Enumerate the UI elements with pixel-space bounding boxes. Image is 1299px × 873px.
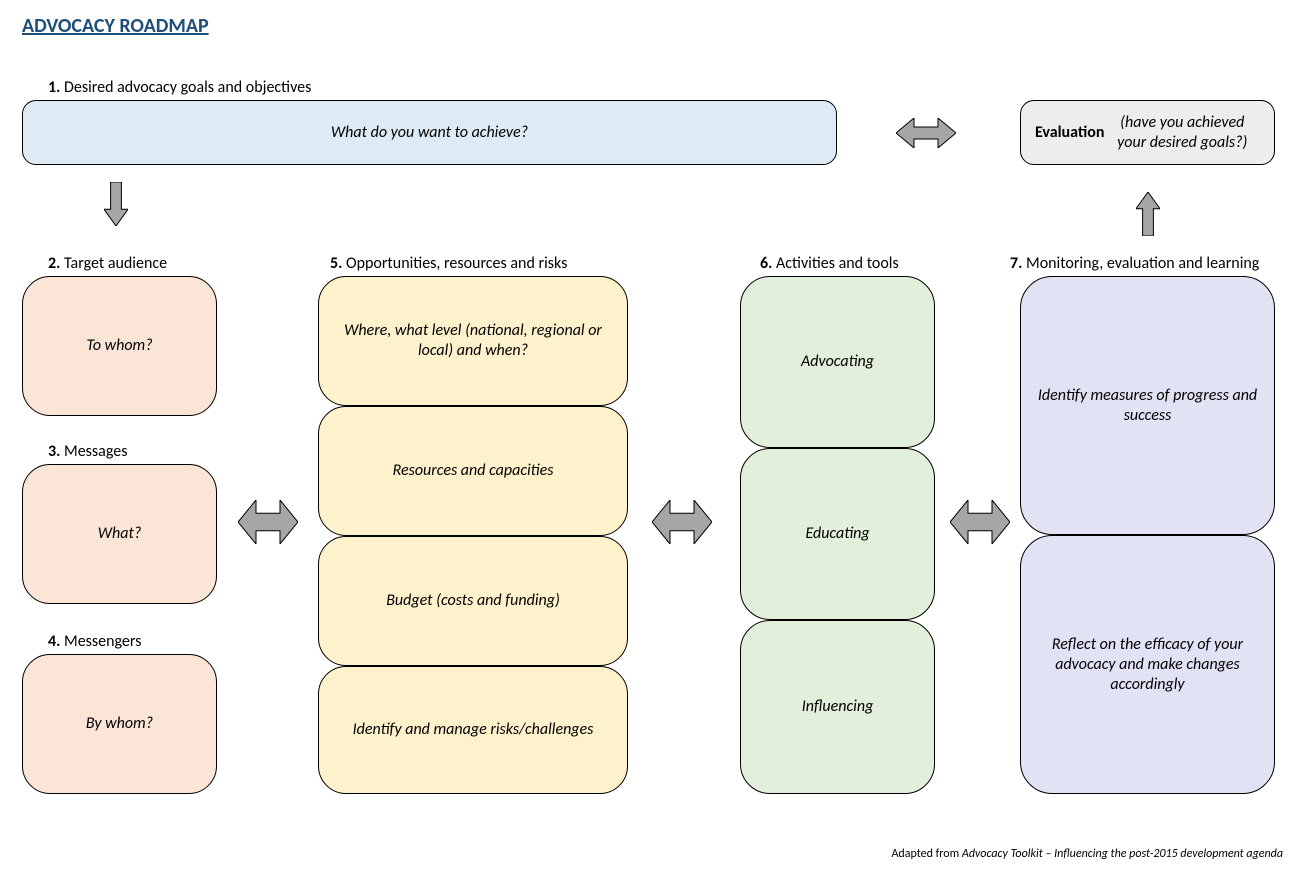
box-monitoring-reflect: Reflect on the efficacy of your advocacy…	[1020, 535, 1275, 794]
box-monitoring-measures: Identify measures of progress and succes…	[1020, 276, 1275, 535]
box-activity-advocating: Advocating	[740, 276, 935, 448]
arrow-horiz-icon	[896, 118, 956, 148]
page-title: ADVOCACY ROADMAP	[22, 14, 209, 38]
footer-source: Advocacy Toolkit – Influencing the post-…	[962, 847, 1283, 861]
label-s5: 5. Opportunities, resources and risks	[330, 254, 567, 273]
box-opportunity-resources: Resources and capacities	[318, 406, 628, 536]
label-s3: 3. Messages	[48, 442, 127, 461]
box-by-whom: By whom?	[22, 654, 217, 794]
arrow-horiz-icon	[652, 500, 712, 544]
arrow-horiz-icon	[950, 500, 1010, 544]
box-what: What?	[22, 464, 217, 604]
label-s1: 1. Desired advocacy goals and objectives	[48, 78, 311, 97]
box-to-whom: To whom?	[22, 276, 217, 416]
arrow-up-icon	[1136, 192, 1160, 236]
box-evaluation: Evaluation (have you achieved your desir…	[1020, 100, 1275, 165]
label-s7: 7. Monitoring, evaluation and learning	[1010, 254, 1259, 273]
label-s2: 2. Target audience	[48, 254, 167, 273]
box-activity-influencing: Influencing	[740, 620, 935, 794]
footer-attribution: Adapted from Advocacy Toolkit – Influenc…	[891, 847, 1283, 861]
box-opportunity-risks: Identify and manage risks/challenges	[318, 666, 628, 794]
box-opportunity-where: Where, what level (national, regional or…	[318, 276, 628, 406]
box-opportunity-budget: Budget (costs and funding)	[318, 536, 628, 666]
arrow-horiz-icon	[238, 500, 298, 544]
box-activity-educating: Educating	[740, 448, 935, 620]
footer-prefix: Adapted from	[891, 847, 961, 861]
box-goal: What do you want to achieve?	[22, 100, 837, 165]
label-s4: 4. Messengers	[48, 632, 141, 651]
arrow-down-icon	[104, 182, 128, 226]
label-s6: 6. Activities and tools	[760, 254, 899, 273]
